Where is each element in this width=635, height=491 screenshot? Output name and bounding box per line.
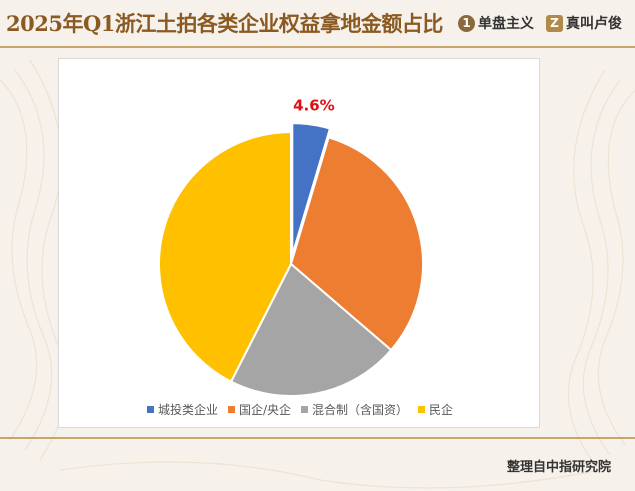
brand2-logo-icon: Z [546, 14, 563, 32]
pie-slice-4 [158, 130, 292, 383]
pie-slice-2 [289, 136, 424, 352]
legend-label-2: 国企/央企 [238, 402, 292, 417]
footer-divider [0, 437, 635, 439]
legend-swatch-1 [146, 405, 154, 413]
brand2-name: 真叫卢俊 [566, 16, 622, 32]
legend-swatch-2 [227, 405, 235, 413]
legend-item-4: 民企 [418, 401, 453, 418]
legend-label-3: 混合制（含国资） [312, 402, 409, 417]
header-divider [0, 46, 635, 48]
legend-label-4: 民企 [429, 402, 454, 417]
brand-danpanzhuyi: 1 单盘主义 [458, 12, 534, 34]
legend-label-1: 城投类企业 [157, 402, 218, 417]
page-title: 2025年Q1浙江土拍各类企业权益拿地金额占比 [6, 11, 443, 36]
chart-area: 4.6% 城投类企业 国企/央企 混合制（含国资） 民企 [58, 58, 540, 428]
pie-data-label-1: 4.6% [293, 97, 335, 115]
brand1-logo-icon: 1 [458, 14, 475, 32]
brand-zhenjiaolujun: Z 真叫卢俊 [546, 12, 622, 34]
legend-item-1: 城投类企业 [146, 401, 218, 418]
pie-slice-3 [229, 262, 393, 397]
legend-swatch-3 [301, 405, 309, 413]
header: 2025年Q1浙江土拍各类企业权益拿地金额占比 1 单盘主义 Z 真叫卢俊 [0, 0, 635, 48]
legend-item-3: 混合制（含国资） [301, 401, 408, 418]
source-note: 整理自中指研究院 [506, 460, 611, 475]
chart-legend: 城投类企业 国企/央企 混合制（含国资） 民企 [59, 400, 541, 418]
pie-chart: 4.6% [158, 97, 424, 397]
pie-slice-1 [291, 122, 332, 256]
brand1-name: 单盘主义 [478, 16, 534, 32]
legend-item-2: 国企/央企 [227, 401, 292, 418]
legend-swatch-4 [418, 405, 426, 413]
